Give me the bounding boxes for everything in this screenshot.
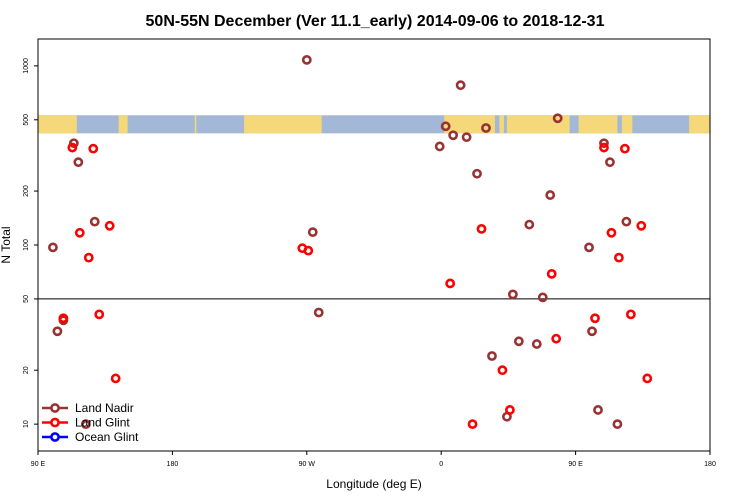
land-segment	[194, 115, 197, 134]
land-nadir-point	[605, 157, 615, 168]
land-nadir-point	[461, 132, 472, 143]
land-glint-point	[606, 227, 617, 238]
land-nadir-point	[537, 292, 548, 303]
land-nadir-point	[513, 336, 524, 347]
land-nadir-point	[621, 216, 632, 227]
land-nadir-point	[52, 326, 63, 337]
land-nadir-point	[612, 419, 623, 430]
y-tick-label: 200	[23, 185, 30, 197]
land-nadir-point	[89, 216, 100, 227]
data-points	[48, 54, 653, 430]
land-segment	[689, 115, 710, 134]
land-glint-point	[83, 252, 94, 263]
land-segment	[621, 115, 633, 134]
legend-marker-land-glint	[50, 417, 60, 428]
x-tick-label: 180	[704, 461, 716, 468]
legend-label-land-nadir: Land Nadir	[75, 401, 134, 415]
land-glint-point	[546, 268, 557, 279]
land-glint-point	[614, 252, 624, 263]
land-glint-point	[74, 227, 85, 238]
land-segment	[578, 115, 618, 134]
land-nadir-point	[307, 227, 318, 238]
land-nadir-point	[599, 138, 609, 149]
x-axis: 90 E 180 90 W 0 90 E 180	[31, 451, 716, 468]
land-segment	[118, 115, 128, 134]
legend-marker-land-nadir	[50, 403, 60, 413]
land-glint-point	[467, 419, 478, 430]
land-glint-point	[445, 278, 456, 289]
land-glint-point	[599, 142, 609, 153]
land-nadir-point	[434, 141, 445, 152]
chart-title: 50N-55N December (Ver 11.1_early) 2014-0…	[146, 13, 605, 30]
land-nadir-point	[531, 339, 542, 349]
land-nadir-point	[552, 113, 563, 124]
land-glint-point	[619, 143, 630, 154]
legend-marker-ocean-glint	[50, 432, 60, 442]
land-glint-point	[58, 313, 69, 324]
y-axis-label: N Total	[0, 226, 13, 263]
land-segment	[244, 115, 322, 134]
land-nadir-point	[48, 242, 58, 253]
x-tick-label: 90 W	[299, 461, 316, 468]
land-glint-point	[642, 373, 653, 384]
plot-frame	[37, 38, 711, 452]
land-glint-point	[497, 365, 508, 376]
x-tick-label: 0	[439, 461, 443, 468]
y-tick-label: 1000	[23, 58, 30, 74]
land-nadir-point	[524, 219, 535, 230]
land-nadir-point	[455, 80, 466, 91]
land-glint-point	[504, 405, 515, 415]
land-segment	[499, 115, 504, 134]
land-nadir-point	[80, 419, 91, 430]
land-glint-point	[67, 142, 78, 153]
land-glint-point	[476, 223, 487, 234]
x-tick-label: 180	[167, 461, 179, 468]
land-nadir-point	[313, 307, 324, 318]
x-tick-label: 90 E	[568, 461, 583, 468]
y-tick-label: 50	[23, 295, 30, 303]
land-nadir-point	[481, 123, 491, 133]
land-nadir-point	[448, 130, 459, 141]
land-nadir-point	[545, 190, 556, 200]
land-nadir-point	[584, 242, 594, 253]
land-nadir-point	[587, 326, 597, 337]
land-nadir-point	[73, 157, 84, 168]
land-glint-point	[636, 220, 647, 231]
y-tick-label: 100	[23, 239, 30, 251]
land-ocean-map-strip	[38, 115, 710, 134]
y-tick-label: 20	[23, 366, 30, 374]
x-axis-label: Longitude (deg E)	[326, 477, 421, 491]
land-nadir-point	[472, 168, 482, 179]
land-glint-point	[88, 143, 99, 154]
land-glint-point	[303, 245, 314, 256]
land-glint-point	[104, 220, 115, 231]
legend-label-ocean-glint: Ocean Glint	[75, 430, 139, 444]
land-glint-point	[625, 309, 636, 320]
land-glint-point	[551, 333, 562, 344]
land-glint-point	[590, 313, 600, 324]
land-nadir-point	[593, 405, 603, 415]
land-glint-point	[110, 373, 121, 384]
y-tick-label: 500	[23, 114, 30, 126]
land-nadir-point	[301, 54, 312, 65]
land-glint-point	[94, 309, 105, 320]
y-tick-label: 10	[23, 420, 30, 428]
legend-label-land-glint: Land Glint	[75, 416, 130, 430]
land-nadir-point	[440, 121, 451, 132]
land-nadir-point	[487, 351, 497, 361]
land-nadir-point	[507, 289, 518, 300]
x-tick-label: 90 E	[31, 461, 46, 468]
land-segment	[38, 115, 77, 134]
y-axis: 10 20 50 100 200 500 1000	[23, 58, 38, 428]
